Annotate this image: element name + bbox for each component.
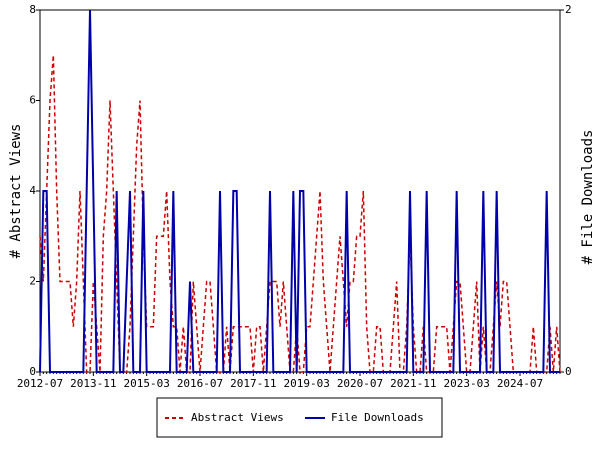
- x-tick-label: 2020-07: [337, 377, 383, 390]
- y-tick-label: 4: [29, 184, 36, 197]
- x-tick-label: 2021-11: [390, 377, 436, 390]
- legend-box: [156, 397, 443, 438]
- legend-label: File Downloads: [331, 411, 424, 424]
- y-tick-label: 0: [29, 365, 36, 378]
- legend-label: Abstract Views: [191, 411, 284, 424]
- x-tick-label: 2019-03: [283, 377, 329, 390]
- y-axis-label: # Abstract Views: [8, 124, 24, 259]
- series-line: [39, 55, 561, 373]
- y-tick-label: 2: [29, 275, 36, 288]
- y-tick-label: 6: [29, 94, 36, 107]
- x-tick-label: 2017-11: [230, 377, 276, 390]
- x-tick-label: 2015-03: [123, 377, 169, 390]
- x-tick-label: 2016-07: [177, 377, 223, 390]
- y2-axis-label: # File Downloads: [580, 130, 596, 265]
- series-line: [39, 9, 560, 373]
- x-tick-label: 2012-07: [17, 377, 63, 390]
- y-tick-label: 8: [29, 3, 36, 16]
- y2-tick-label: 0: [565, 365, 572, 378]
- x-tick-label: 2013-11: [70, 377, 116, 390]
- y2-tick-label: 2: [565, 3, 572, 16]
- x-tick-label: 2023-03: [443, 377, 489, 390]
- x-tick-label: 2024-07: [497, 377, 543, 390]
